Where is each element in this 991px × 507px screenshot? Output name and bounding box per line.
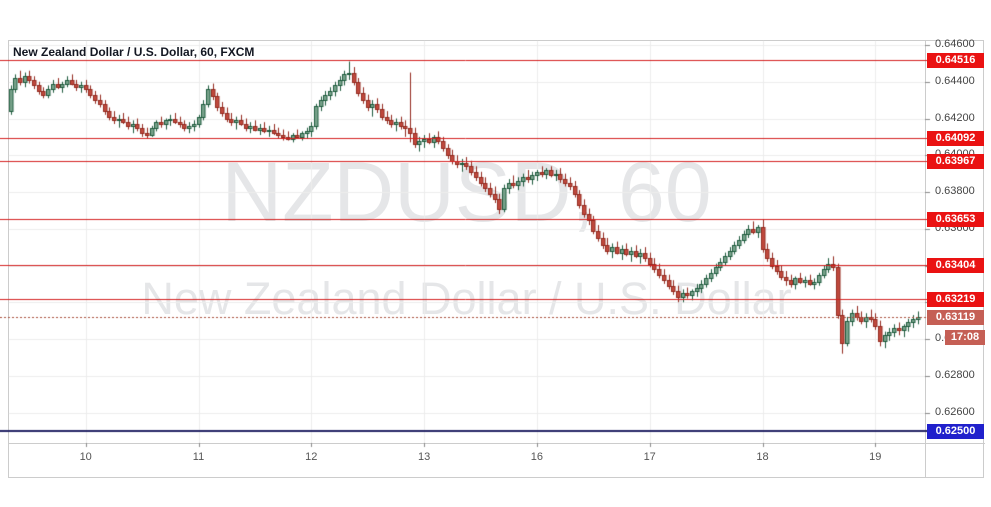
price-tick-label: 0.63800: [935, 185, 975, 197]
price-tick-label: 0.64200: [935, 112, 975, 124]
resistance-price-label[interactable]: 0.63967: [927, 154, 984, 169]
resistance-price-label[interactable]: 0.64092: [927, 131, 984, 146]
price-tick-label: 0.64400: [935, 75, 975, 87]
price-tick-label: 0.62600: [935, 406, 975, 418]
price-tick-label: 0.62800: [935, 369, 975, 381]
bar-countdown-label: 17:08: [945, 330, 985, 345]
resistance-price-label[interactable]: 0.63653: [927, 212, 984, 227]
last-price-label[interactable]: 0.63119: [927, 310, 984, 325]
support-price-label[interactable]: 0.62500: [927, 424, 984, 439]
time-tick-label: 19: [869, 451, 882, 463]
time-axis[interactable]: 10 11 12 13 16 17 18 19: [8, 443, 925, 478]
price-tick-label: 0.64600: [935, 38, 975, 50]
time-tick-label: 17: [643, 451, 656, 463]
resistance-price-label[interactable]: 0.64516: [927, 53, 984, 68]
time-tick-label: 12: [305, 451, 318, 463]
time-tick-label: 16: [530, 451, 544, 463]
time-tick-label: 10: [79, 451, 92, 463]
chart-title-legend[interactable]: New Zealand Dollar / U.S. Dollar, 60, FX…: [13, 45, 255, 59]
resistance-price-label[interactable]: 0.63219: [927, 292, 984, 307]
time-tick-label: 11: [192, 451, 205, 463]
time-tick-label: 18: [756, 451, 769, 463]
resistance-price-label[interactable]: 0.63404: [927, 258, 984, 273]
price-axis[interactable]: 0.646000.644000.642000.640000.638000.636…: [925, 38, 985, 443]
time-tick-label: 13: [417, 451, 431, 463]
